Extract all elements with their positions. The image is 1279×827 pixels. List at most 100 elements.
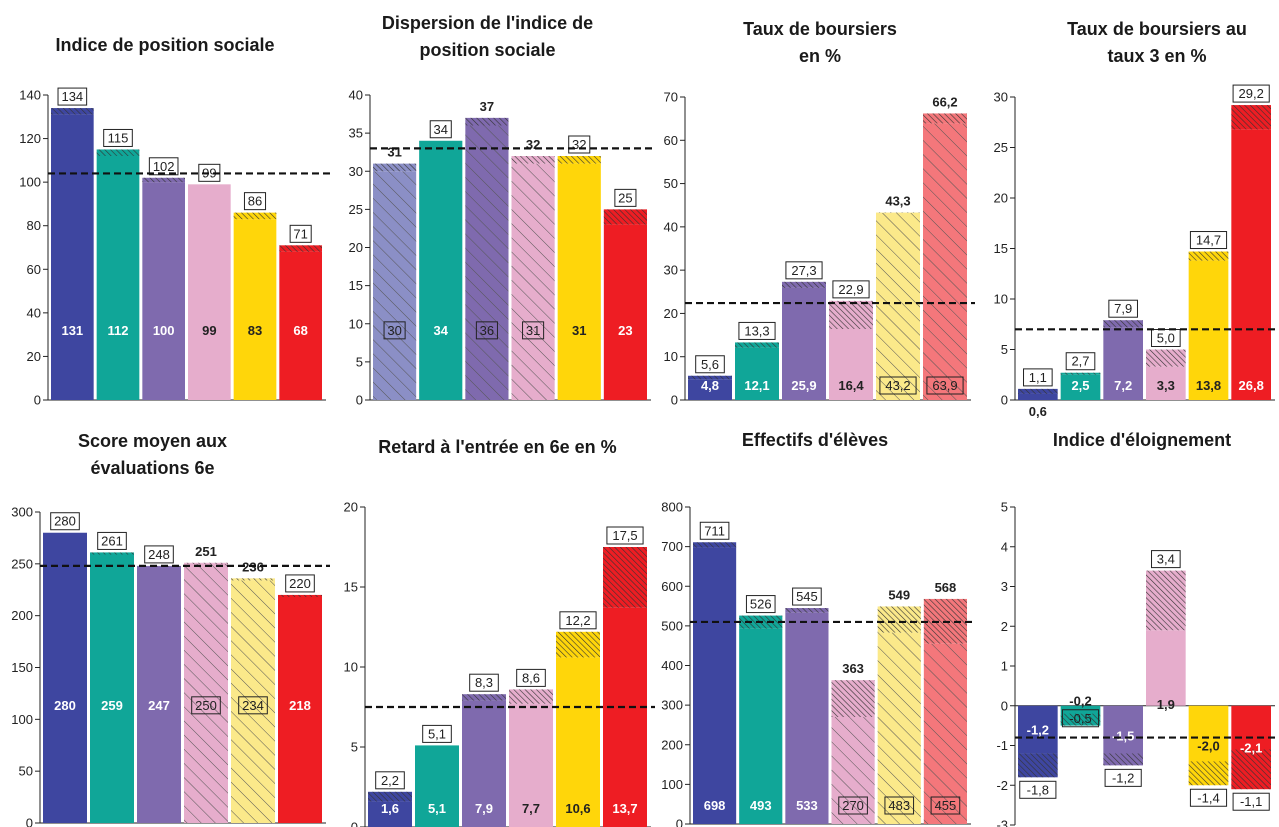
value-label: 4,8 bbox=[701, 378, 719, 393]
bar bbox=[368, 801, 412, 827]
top-label: 34 bbox=[434, 122, 448, 137]
bar bbox=[142, 182, 185, 400]
chart-panel-score-evaluations: Score moyen aux évaluations 6e 0 50 100 150… bbox=[0, 410, 330, 827]
y-tick-label: 800 bbox=[661, 500, 683, 515]
bar-group: 16,4 22,9 bbox=[829, 280, 873, 400]
bar-extension-hatch bbox=[137, 565, 181, 567]
top-label: 5,0 bbox=[1157, 331, 1175, 346]
top-label: 8,3 bbox=[475, 675, 493, 690]
value-label: 7,9 bbox=[475, 801, 493, 816]
y-tick-label: 200 bbox=[661, 737, 683, 752]
bar bbox=[279, 251, 322, 400]
bar-extension-hatch bbox=[509, 689, 553, 704]
top-label-box bbox=[614, 188, 637, 207]
value-label: -0,5 bbox=[1069, 711, 1091, 726]
bar-extension-hatch bbox=[782, 281, 826, 288]
bar bbox=[188, 184, 231, 400]
chart-title: Retard à l'entrée en 6e en % bbox=[378, 437, 617, 457]
bar-extension-hatch bbox=[278, 594, 322, 598]
value-label: 12,1 bbox=[744, 378, 769, 393]
chart-title: Taux de boursiers au taux 3 en % bbox=[1067, 19, 1247, 66]
y-tick-label: 70 bbox=[664, 90, 678, 105]
value-label: 0,6 bbox=[1029, 404, 1047, 419]
top-label: 66,2 bbox=[932, 94, 957, 109]
y-tick-label: 40 bbox=[349, 88, 363, 103]
bar-group: 36 37 bbox=[465, 99, 509, 400]
top-label-box bbox=[289, 224, 312, 243]
value-label: 7,2 bbox=[1114, 378, 1132, 393]
y-tick-label: 100 bbox=[19, 175, 41, 190]
top-label-box bbox=[422, 724, 452, 743]
top-label-box bbox=[1232, 792, 1270, 811]
bar-group: 63,9 66,2 bbox=[923, 94, 967, 400]
bar-group: 455 568 bbox=[923, 580, 967, 824]
bar-chart: 0102030405060704,85,612,113,325,927,316,… bbox=[664, 90, 975, 408]
top-label: 8,6 bbox=[522, 670, 540, 685]
bar bbox=[419, 140, 463, 400]
top-label-box bbox=[1189, 788, 1228, 807]
chart-panel-effectifs: Effectifs d'élèves 0 100 200 300 400 500 600 70… bbox=[655, 410, 975, 827]
bar-group: 2,5 2,7 bbox=[1060, 352, 1101, 400]
value-label-box bbox=[879, 376, 917, 395]
bar bbox=[1103, 327, 1143, 400]
top-label-box bbox=[738, 321, 776, 340]
y-tick-label: 20 bbox=[344, 500, 358, 515]
y-tick-label: 3 bbox=[1001, 579, 1008, 594]
top-label-box bbox=[97, 531, 127, 550]
top-label: 134 bbox=[61, 89, 83, 104]
top-label: 2,7 bbox=[1071, 354, 1089, 369]
y-axis: 0 5 10 15 20 25 30 35 40 bbox=[349, 88, 651, 408]
top-label-box bbox=[50, 512, 80, 531]
y-tick-label: 5 bbox=[1001, 500, 1008, 515]
bar bbox=[693, 547, 737, 824]
top-label: 31 bbox=[387, 145, 401, 160]
top-label: -0,2 bbox=[1069, 694, 1091, 709]
y-tick-label: 20 bbox=[664, 306, 678, 321]
bar-hatch bbox=[465, 125, 509, 400]
bar-group: 5,1 5,1 bbox=[415, 724, 459, 827]
chart-title: Taux de boursiers en % bbox=[743, 19, 897, 66]
value-label-box bbox=[926, 376, 964, 395]
bar bbox=[137, 566, 181, 823]
value-label: 16,4 bbox=[838, 378, 864, 393]
bar-extension-hatch bbox=[693, 542, 737, 548]
value-label: 36 bbox=[480, 323, 494, 338]
top-label: 14,7 bbox=[1196, 233, 1221, 248]
bar-extension-hatch bbox=[603, 547, 647, 608]
bar-extension-hatch bbox=[1060, 713, 1101, 726]
y-axis: 0 5 10 15 20 bbox=[344, 500, 651, 827]
value-label-box bbox=[930, 796, 961, 815]
top-label: 115 bbox=[108, 130, 129, 145]
chart-title: Effectifs d'élèves bbox=[741, 430, 889, 450]
value-label: 259 bbox=[101, 698, 123, 713]
top-label-box bbox=[1232, 84, 1270, 103]
bar-group: 1,6 2,2 bbox=[368, 771, 412, 827]
bar-group: -1,2 -1,8 bbox=[1018, 705, 1058, 799]
top-label-box bbox=[516, 668, 546, 687]
top-label: 17,5 bbox=[612, 528, 637, 543]
chart-panel-indice-position-sociale: Indice de position sociale 0 20 40 60 80 100 1… bbox=[0, 0, 330, 410]
top-label: 43,3 bbox=[885, 194, 910, 209]
bar-chart: 0 5 10 15 20 25 30 35 40 30 31 34 34 36 37 31 32 31 32 23 25 bbox=[349, 88, 655, 408]
bar-extension-hatch bbox=[368, 791, 412, 802]
value-label: 247 bbox=[148, 698, 170, 713]
top-label: 32 bbox=[526, 137, 540, 152]
top-label: -1,2 bbox=[1112, 770, 1134, 785]
bar-chart: 0204060801001201401311341121151001029999… bbox=[19, 88, 330, 408]
value-label: 218 bbox=[289, 698, 311, 713]
bar-group: 259 261 bbox=[90, 531, 134, 823]
bar-extension-hatch bbox=[1231, 749, 1271, 790]
bar-group: -2,1 -1,1 bbox=[1231, 705, 1271, 811]
top-label: 363 bbox=[842, 661, 864, 676]
y-tick-label: 30 bbox=[349, 164, 363, 179]
bar-group: 250 251 bbox=[184, 544, 228, 823]
top-label-box bbox=[695, 355, 725, 374]
bar bbox=[509, 703, 553, 827]
bar-hatch bbox=[876, 213, 920, 400]
top-label-box bbox=[832, 280, 870, 299]
value-label-box bbox=[475, 321, 498, 340]
y-tick-label: 20 bbox=[994, 191, 1008, 206]
y-tick-label: -3 bbox=[996, 818, 1008, 827]
chart-panel-taux-boursiers-taux3: Taux de boursiers au taux 3 en % 0 5 10 15 2… bbox=[975, 0, 1279, 419]
top-label: -1,1 bbox=[1240, 794, 1262, 809]
